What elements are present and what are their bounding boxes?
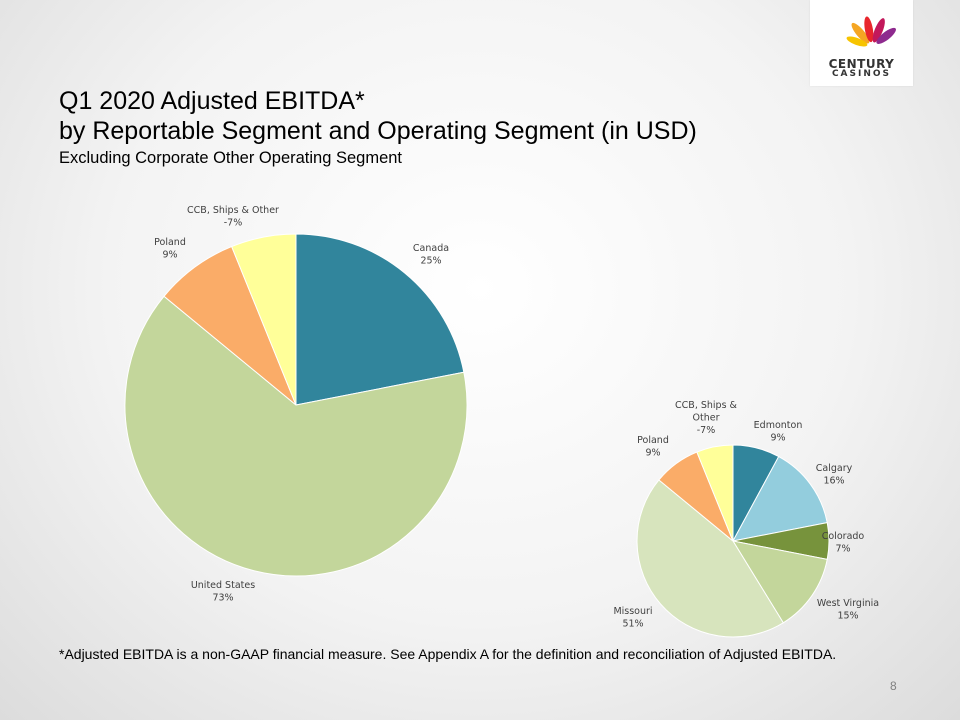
slide-title-line2: by Reportable Segment and Operating Segm… (59, 117, 697, 145)
pie-slice-united-states (124, 295, 468, 577)
data-label-poland: Poland 9% (637, 435, 669, 459)
data-label-colorado: Colorado 7% (822, 531, 865, 555)
operating-segment-pie: Edmonton 9% Calgary 16% Colorado 7% West Virgi… (613, 400, 879, 638)
data-label-calgary: Calgary 16% (816, 463, 853, 487)
pie-slice-ccb-ships-other (230, 233, 297, 406)
title-block: Q1 2020 Adjusted EBITDA* by Reportable S… (59, 86, 697, 168)
pie-slice-west-virginia (731, 540, 828, 624)
data-label-west-virginia: West Virginia 15% (817, 598, 879, 622)
pie-slice-calgary (732, 455, 828, 542)
data-label-canada: Canada 25% (413, 243, 449, 267)
pie-slice-canada (295, 233, 465, 406)
starburst-icon (846, 16, 896, 47)
page-number: 8 (890, 679, 897, 693)
data-label-ccb-ships-other: CCB, Ships & Other -7% (187, 205, 279, 229)
footnote: *Adjusted EBITDA is a non-GAAP financial… (59, 646, 837, 662)
data-label-edmonton: Edmonton 9% (754, 420, 803, 444)
pie-slice-ccb-ships-other (696, 444, 734, 542)
century-casinos-logo: CENTURY CASINOS (810, 0, 913, 86)
slide-subtitle: Excluding Corporate Other Operating Segm… (59, 149, 403, 167)
data-label-missouri: Missouri 51% (613, 606, 652, 630)
reportable-segment-pie: Canada 25% United States 73% Poland 9%CCB, Sh… (124, 205, 468, 604)
pie-slice-missouri (636, 479, 784, 638)
slide-title-line1: Q1 2020 Adjusted EBITDA* (59, 87, 365, 115)
data-label-united-states: United States 73% (191, 580, 255, 604)
data-label-ccb-ships-other: CCB, Ships & Other -7% (675, 400, 738, 436)
data-label-poland: Poland 9% (154, 237, 186, 261)
logo-text-casinos: CASINOS (831, 69, 892, 79)
logo-text-century: CENTURY (828, 57, 895, 71)
